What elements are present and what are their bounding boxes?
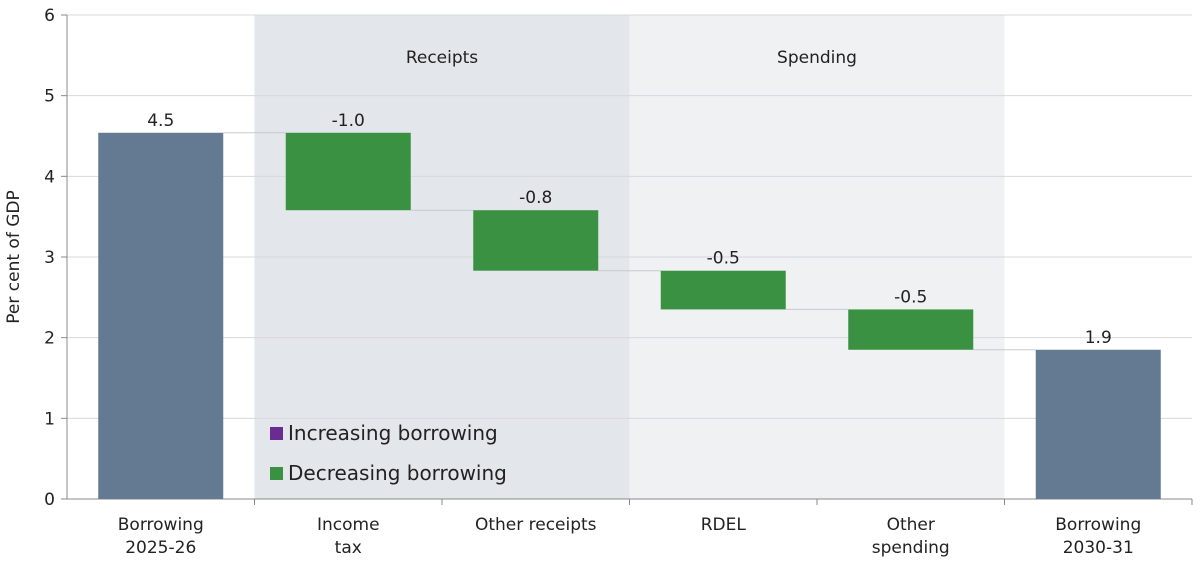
x-tick-label-line: Income bbox=[317, 515, 380, 535]
bar-total bbox=[98, 132, 224, 500]
y-tick-label: 0 bbox=[44, 490, 55, 510]
x-tick-label: Other spending bbox=[872, 515, 950, 558]
region-label: Spending bbox=[777, 48, 857, 68]
y-tick-label: 5 bbox=[44, 87, 55, 107]
data-label: -0.5 bbox=[894, 287, 927, 307]
x-tick-label-line: 2025-26 bbox=[125, 538, 196, 558]
x-tick-label: Income tax bbox=[317, 515, 380, 558]
bar-decrease bbox=[473, 210, 599, 271]
y-tick-label: 2 bbox=[44, 329, 55, 349]
legend-label: Decreasing borrowing bbox=[288, 461, 507, 485]
bar-decrease bbox=[660, 270, 786, 310]
y-tick-label: 4 bbox=[44, 167, 55, 187]
x-tick-label: Borrowing 2030-31 bbox=[1055, 515, 1141, 558]
x-tick-label-line: Other receipts bbox=[475, 515, 597, 535]
x-tick-label-line: Borrowing bbox=[1055, 515, 1141, 535]
data-label: 1.9 bbox=[1085, 328, 1112, 348]
x-tick-label: RDEL bbox=[701, 515, 747, 535]
x-tick-label-line: Other bbox=[887, 515, 935, 535]
y-axis-label: Per cent of GDP bbox=[4, 190, 24, 323]
bar-decrease bbox=[285, 132, 411, 211]
bar-total bbox=[1035, 349, 1161, 499]
region-label: Receipts bbox=[406, 48, 478, 68]
x-tick-label: Other receipts bbox=[475, 515, 597, 535]
data-label: -1.0 bbox=[332, 111, 365, 131]
data-label: 4.5 bbox=[147, 111, 174, 131]
legend-label: Increasing borrowing bbox=[288, 421, 498, 445]
data-label: -0.8 bbox=[519, 188, 552, 208]
legend-swatch bbox=[270, 427, 283, 440]
x-tick-label-line: tax bbox=[335, 538, 362, 558]
x-tick-label-line: 2030-31 bbox=[1063, 538, 1134, 558]
y-tick-label: 3 bbox=[44, 248, 55, 268]
x-tick-label-line: RDEL bbox=[701, 515, 747, 535]
data-label: -0.5 bbox=[707, 249, 740, 269]
y-tick-label: 1 bbox=[44, 409, 55, 429]
x-tick-label-line: spending bbox=[872, 538, 950, 558]
bar-decrease bbox=[848, 309, 974, 350]
legend-swatch bbox=[270, 467, 283, 480]
x-tick-label-line: Borrowing bbox=[118, 515, 204, 535]
x-tick-label: Borrowing 2025-26 bbox=[118, 515, 204, 558]
y-tick-label: 6 bbox=[44, 6, 55, 26]
